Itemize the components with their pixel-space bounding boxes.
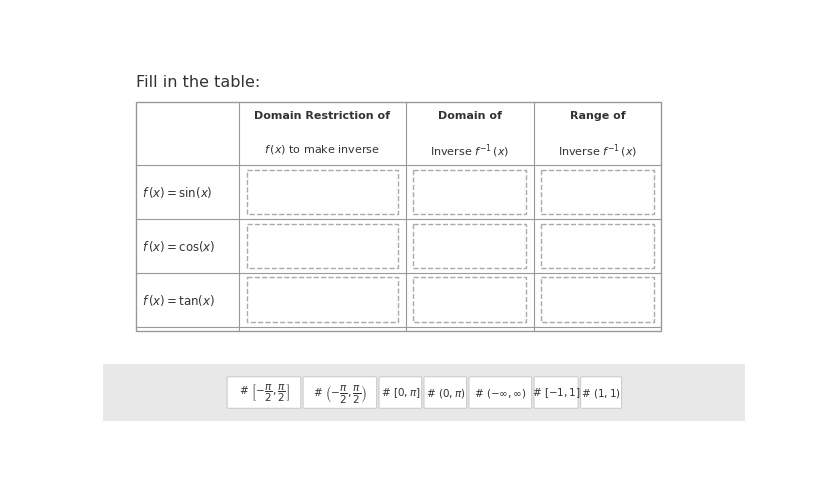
Text: $\#\ \left(-\dfrac{\pi}{2},\dfrac{\pi}{2}\right)$: $\#\ \left(-\dfrac{\pi}{2},\dfrac{\pi}{2…	[313, 382, 366, 404]
Bar	[136, 103, 661, 331]
Text: $\#\ (-\infty,\infty)$: $\#\ (-\infty,\infty)$	[474, 386, 526, 399]
Text: $\#\ \left[-\dfrac{\pi}{2},\dfrac{\pi}{2}\right]$: $\#\ \left[-\dfrac{\pi}{2},\dfrac{\pi}{2…	[238, 382, 289, 403]
Text: Fill in the table:: Fill in the table:	[136, 75, 260, 90]
FancyBboxPatch shape	[423, 377, 466, 408]
Text: $\#\ (0,\pi)$: $\#\ (0,\pi)$	[425, 386, 465, 399]
Text: Domain of: Domain of	[437, 110, 501, 121]
Bar	[413, 278, 525, 322]
Text: Domain Restriction of: Domain Restriction of	[254, 110, 390, 121]
Bar	[541, 278, 653, 322]
Bar	[103, 364, 744, 422]
Bar	[413, 170, 525, 215]
Text: $f\,(x)$ to make inverse: $f\,(x)$ to make inverse	[264, 143, 380, 155]
FancyBboxPatch shape	[468, 377, 531, 408]
FancyBboxPatch shape	[533, 377, 577, 408]
Text: $\#\ [-1,1]$: $\#\ [-1,1]$	[531, 386, 580, 400]
Bar	[541, 224, 653, 269]
Text: $f\,(x) = \cos(x)$: $f\,(x) = \cos(x)$	[142, 239, 216, 254]
Text: $\#\ [0,\pi]$: $\#\ [0,\pi]$	[380, 386, 419, 400]
Bar	[246, 224, 398, 269]
FancyBboxPatch shape	[580, 377, 621, 408]
Text: Inverse $f^{-1}\,(x)$: Inverse $f^{-1}\,(x)$	[557, 143, 636, 160]
Bar	[413, 224, 525, 269]
FancyBboxPatch shape	[303, 377, 376, 408]
Text: $\#\ (1,1)$: $\#\ (1,1)$	[581, 386, 620, 399]
FancyBboxPatch shape	[379, 377, 421, 408]
Bar	[541, 170, 653, 215]
Text: Range of: Range of	[569, 110, 624, 121]
FancyBboxPatch shape	[227, 377, 300, 408]
Text: $f\,(x) = \tan(x)$: $f\,(x) = \tan(x)$	[142, 293, 215, 308]
Text: $f\,(x) = \sin(x)$: $f\,(x) = \sin(x)$	[142, 185, 213, 200]
Bar	[246, 278, 398, 322]
Bar	[246, 170, 398, 215]
Text: Inverse $f^{-1}\,(x)$: Inverse $f^{-1}\,(x)$	[429, 143, 509, 160]
